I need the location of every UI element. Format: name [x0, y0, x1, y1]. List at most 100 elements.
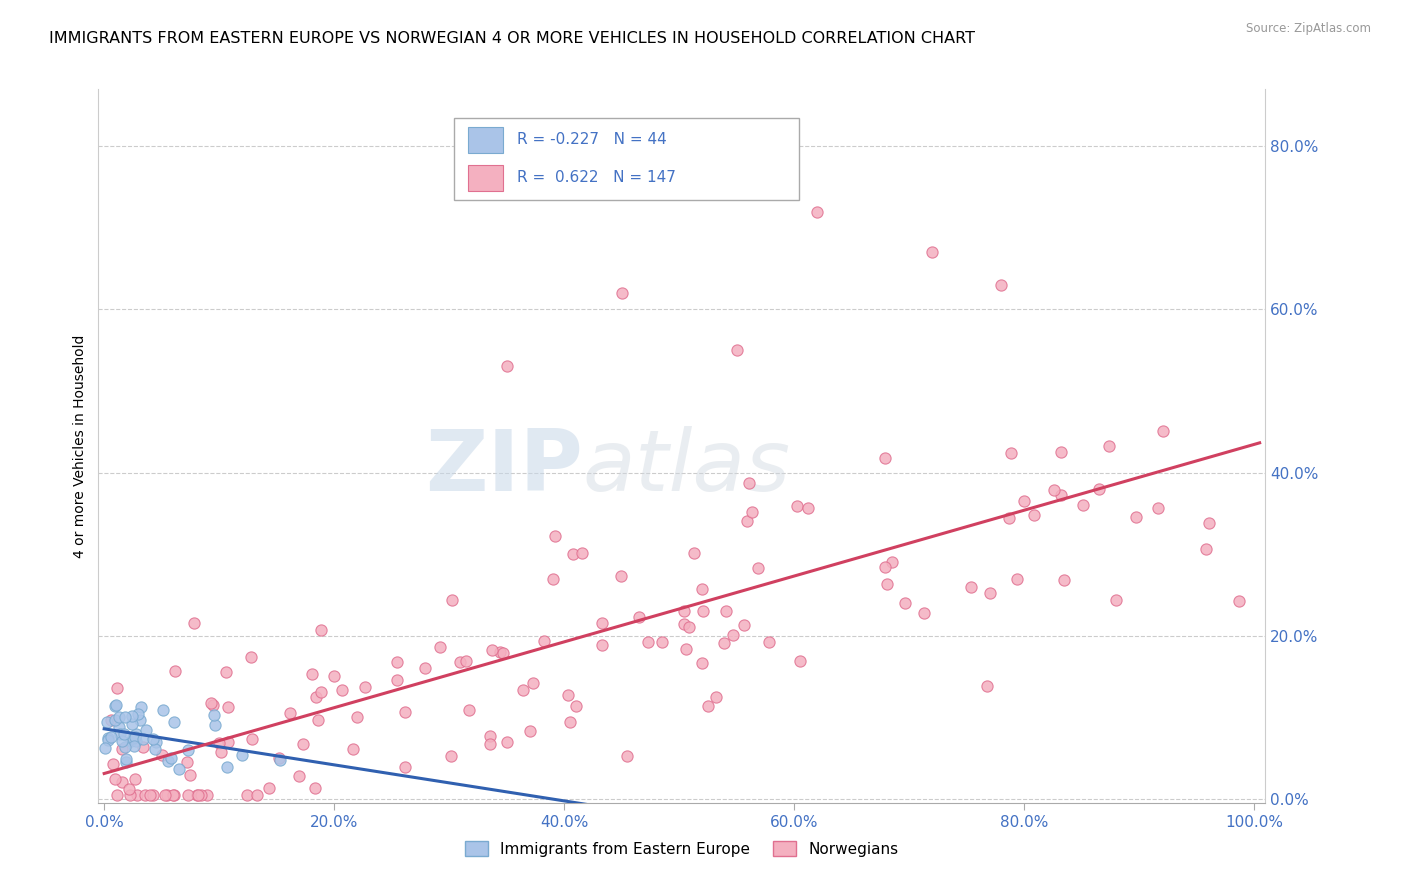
Point	[675, 642, 697, 657]
Point	[236, 788, 259, 802]
Point	[135, 723, 157, 737]
Point	[156, 788, 179, 802]
Point	[616, 749, 638, 764]
Point	[713, 635, 735, 649]
Point	[912, 606, 935, 620]
Point	[114, 752, 136, 766]
Legend: Immigrants from Eastern Europe, Norwegians: Immigrants from Eastern Europe, Norwegia…	[460, 835, 904, 863]
Text: ZIP: ZIP	[425, 425, 582, 509]
Point	[450, 655, 472, 669]
Point	[637, 635, 659, 649]
Point	[142, 788, 165, 802]
Point	[269, 753, 291, 767]
Point	[307, 713, 329, 727]
Point	[714, 605, 737, 619]
Point	[354, 681, 377, 695]
Point	[692, 657, 714, 671]
Point	[301, 667, 323, 681]
Point	[921, 245, 943, 260]
Point	[591, 615, 613, 630]
Point	[1147, 501, 1170, 516]
Point	[209, 745, 232, 759]
Point	[217, 700, 239, 714]
Text: R =  0.622   N = 147: R = 0.622 N = 147	[517, 170, 676, 186]
Point	[541, 572, 564, 586]
Point	[976, 679, 998, 693]
Point	[156, 754, 179, 768]
Point	[1153, 424, 1175, 438]
Point	[1098, 439, 1121, 453]
Point	[1198, 516, 1220, 530]
Point	[876, 577, 898, 591]
Point	[163, 788, 186, 802]
Point	[672, 604, 695, 618]
Point	[177, 743, 200, 757]
Point	[495, 735, 517, 749]
Point	[105, 698, 128, 712]
Point	[346, 709, 368, 723]
Point	[998, 511, 1021, 525]
Text: atlas: atlas	[582, 425, 790, 509]
Point	[97, 733, 120, 747]
Point	[489, 645, 512, 659]
Point	[959, 580, 981, 594]
Point	[134, 788, 156, 802]
Point	[108, 710, 131, 724]
Point	[558, 715, 581, 730]
Point	[127, 706, 149, 721]
Point	[121, 709, 143, 723]
Point	[1005, 572, 1028, 586]
Point	[415, 660, 437, 674]
Point	[217, 735, 239, 749]
Point	[723, 628, 745, 642]
Point	[522, 676, 544, 690]
Point	[121, 716, 143, 731]
Point	[160, 751, 183, 765]
Point	[394, 705, 416, 719]
Point	[440, 748, 463, 763]
Point	[733, 617, 755, 632]
FancyBboxPatch shape	[454, 118, 799, 200]
Point	[162, 788, 184, 802]
Point	[683, 546, 706, 560]
Point	[104, 772, 127, 786]
Point	[257, 780, 280, 795]
Point	[796, 501, 818, 516]
Point	[454, 654, 477, 668]
Point	[571, 546, 593, 560]
Point	[122, 739, 145, 753]
Point	[873, 560, 896, 574]
Point	[561, 547, 583, 561]
Text: R = -0.227   N = 44: R = -0.227 N = 44	[517, 132, 666, 147]
Point	[609, 569, 631, 583]
Point	[479, 729, 502, 743]
Point	[100, 730, 122, 744]
Point	[108, 727, 131, 741]
Point	[704, 690, 727, 705]
Point	[789, 654, 811, 668]
Point	[311, 623, 333, 637]
Point	[125, 734, 148, 748]
Point	[512, 682, 534, 697]
Point	[288, 769, 311, 783]
Point	[1043, 483, 1066, 497]
Point	[195, 788, 218, 802]
Point	[544, 529, 567, 543]
Point	[979, 586, 1001, 600]
Point	[1125, 510, 1147, 524]
Point	[495, 359, 517, 374]
Point	[394, 760, 416, 774]
Point	[118, 788, 141, 802]
Point	[533, 633, 555, 648]
Point	[692, 604, 714, 618]
Point	[564, 698, 586, 713]
Point	[124, 772, 146, 787]
Point	[737, 514, 759, 528]
Point	[115, 755, 138, 769]
Point	[278, 706, 301, 720]
Point	[132, 732, 155, 747]
Point	[458, 703, 481, 717]
Point	[179, 768, 201, 782]
Point	[111, 741, 134, 756]
Point	[492, 646, 515, 660]
